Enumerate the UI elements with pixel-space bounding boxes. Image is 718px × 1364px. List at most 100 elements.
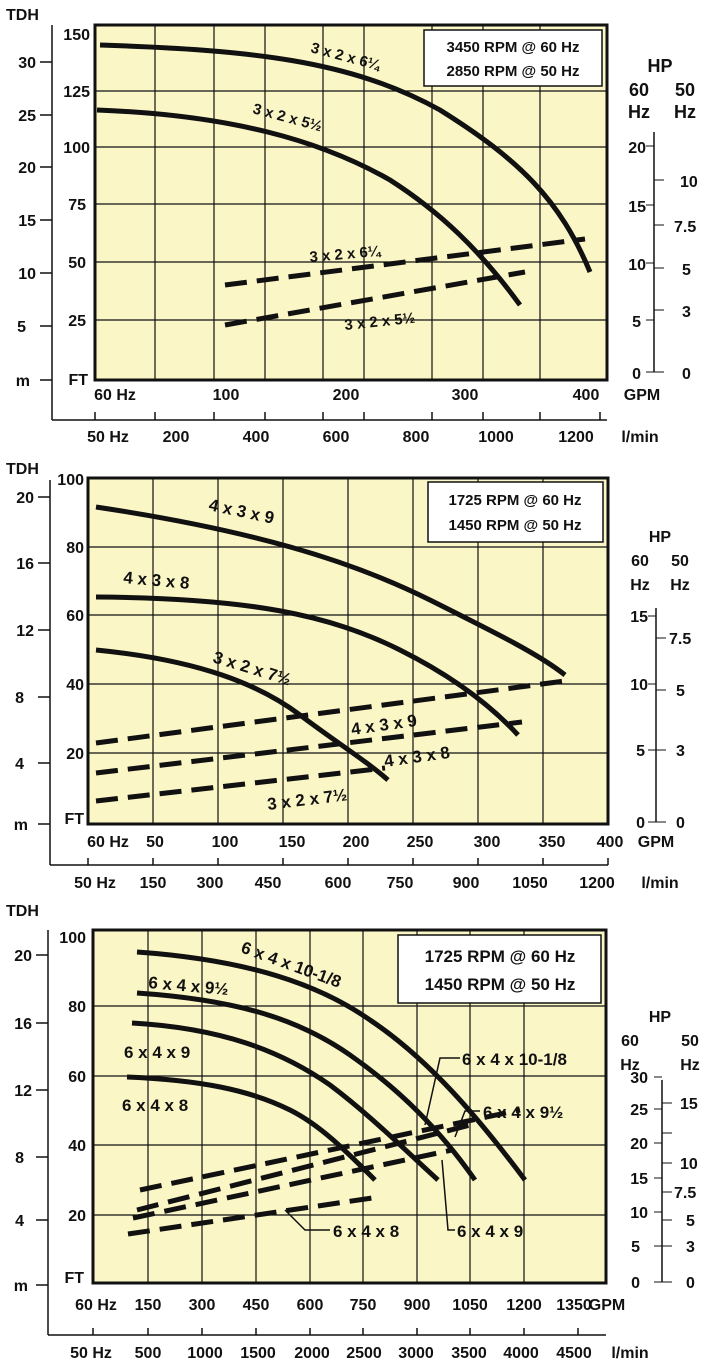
chart-2-lmin-axis: 50 Hz 150 300 450 600 750 900 1050 1200 …	[74, 875, 679, 892]
hp-line-3x2x6-1-4	[224, 236, 586, 288]
svg-text:8: 8	[15, 690, 24, 707]
svg-text:1200: 1200	[579, 875, 615, 892]
svg-text:4: 4	[15, 1213, 24, 1230]
svg-text:Hz: Hz	[620, 1057, 640, 1074]
chart-3-curve-label-4: 6 x 4 x 8	[122, 1096, 188, 1115]
curve-3x2x5-1-2	[96, 107, 523, 307]
svg-text:150: 150	[140, 875, 167, 892]
svg-text:50 Hz: 50 Hz	[70, 1345, 112, 1362]
chart-2-rpm-box	[427, 481, 604, 543]
chart-2-hp50-ticks: 7.5 5 3 0	[656, 631, 691, 832]
svg-text:600: 600	[297, 1297, 324, 1314]
svg-text:8: 8	[15, 1150, 24, 1167]
svg-text:500: 500	[135, 1345, 162, 1362]
chart-3-ft-ticks: 100 80 60 40 20 FT	[59, 930, 86, 1287]
chart-1-rpm-line-2: 2850 RPM @ 50 Hz	[446, 63, 579, 80]
svg-text:3: 3	[686, 1239, 695, 1256]
svg-text:20: 20	[630, 1136, 648, 1153]
svg-text:10: 10	[18, 266, 36, 283]
chart-3-rpm-line-2: 1450 RPM @ 50 Hz	[425, 975, 576, 994]
svg-text:l/min: l/min	[641, 875, 678, 892]
chart-3-rpm-line-1: 1725 RPM @ 60 Hz	[425, 947, 576, 966]
svg-text:m: m	[14, 817, 28, 834]
svg-text:15: 15	[628, 199, 646, 216]
chart-3-gpm-axis: 60 Hz 150 300 450 600 750 900 1050 1200 …	[75, 1297, 625, 1314]
chart-3-lmin-axis: 50 Hz 500 1000 1500 2000 2500 3000 3500 …	[70, 1345, 649, 1362]
svg-text:250: 250	[407, 834, 434, 851]
curve-4x3x8	[95, 594, 520, 737]
chart-3-hp-label-3: 6 x 4 x 8	[333, 1222, 399, 1241]
svg-text:2500: 2500	[346, 1345, 382, 1362]
svg-text:450: 450	[255, 875, 282, 892]
chart-1-rpm-box	[423, 29, 603, 87]
svg-text:Hz: Hz	[674, 102, 696, 122]
svg-text:60 Hz: 60 Hz	[75, 1297, 117, 1314]
chart-2: 1725 RPM @ 60 Hz 1450 RPM @ 50 Hz 4 x 3 …	[6, 461, 691, 892]
svg-text:3: 3	[682, 304, 691, 321]
chart-3: 1725 RPM @ 60 Hz 1450 RPM @ 50 Hz 6 x 4 …	[6, 903, 700, 1362]
svg-text:200: 200	[343, 834, 370, 851]
svg-text:4000: 4000	[503, 1345, 539, 1362]
svg-text:350: 350	[539, 834, 566, 851]
svg-text:FT: FT	[64, 811, 84, 828]
svg-text:125: 125	[63, 84, 90, 101]
svg-text:20: 20	[14, 948, 32, 965]
svg-text:15: 15	[630, 609, 648, 626]
svg-text:1000: 1000	[187, 1345, 223, 1362]
chart-3-hp-label: HP	[649, 1009, 672, 1026]
svg-text:Hz: Hz	[628, 102, 650, 122]
svg-text:20: 20	[628, 140, 646, 157]
chart-1-ft-ticks: 150 125 100 75 50 25 FT	[63, 27, 90, 389]
svg-text:150: 150	[135, 1297, 162, 1314]
svg-text:40: 40	[66, 677, 84, 694]
chart-1-gpm-axis: 60 Hz 100 200 300 400 GPM	[94, 387, 660, 404]
chart-2-ft-ticks: 100 80 60 40 20 FT	[57, 472, 84, 828]
svg-text:Hz: Hz	[680, 1057, 700, 1074]
svg-text:10: 10	[680, 174, 698, 191]
curve-6x4x9	[131, 1020, 440, 1182]
svg-text:10: 10	[630, 1205, 648, 1222]
svg-text:Hz: Hz	[670, 577, 690, 594]
chart-3-hp60-ticks: 30 25 20 15 10 5 0	[630, 1070, 662, 1292]
svg-text:15: 15	[18, 213, 36, 230]
svg-text:5: 5	[686, 1213, 695, 1230]
curve-4x3x9	[95, 504, 567, 677]
svg-text:25: 25	[68, 313, 86, 330]
svg-text:900: 900	[404, 1297, 431, 1314]
svg-text:5: 5	[676, 683, 685, 700]
svg-text:l/min: l/min	[611, 1345, 648, 1362]
svg-text:100: 100	[59, 930, 86, 947]
curve-6x4x9-1-2	[136, 990, 478, 1182]
chart-3-m-ticks: 20 16 12 8 4 m	[14, 948, 48, 1295]
svg-text:3: 3	[676, 743, 685, 760]
svg-text:20: 20	[18, 160, 36, 177]
curve-6x4x8	[126, 1074, 377, 1182]
svg-text:10: 10	[680, 1156, 698, 1173]
svg-text:80: 80	[68, 999, 86, 1016]
svg-text:50: 50	[681, 1033, 699, 1050]
chart-2-hp60-ticks: 15 10 5 0	[630, 609, 656, 832]
hp-line-6x4x8	[127, 1195, 373, 1237]
svg-text:20: 20	[66, 746, 84, 763]
svg-text:0: 0	[686, 1275, 695, 1292]
hp-line-3x2x7-1-2	[95, 765, 386, 804]
svg-text:5: 5	[632, 314, 641, 331]
curve-6x4x10-1-8	[136, 949, 527, 1182]
svg-text:60 Hz: 60 Hz	[87, 834, 129, 851]
hp-line-3x2x5-1-2	[224, 269, 526, 328]
svg-text:150: 150	[279, 834, 306, 851]
chart-2-gpm-axis: 60 Hz 50 100 150 200 250 300 350 400 GPM	[87, 834, 674, 851]
svg-text:Hz: Hz	[630, 577, 650, 594]
svg-text:3500: 3500	[451, 1345, 487, 1362]
chart-3-hp-label-4: 6 x 4 x 9	[457, 1222, 523, 1241]
svg-text:200: 200	[163, 429, 190, 446]
chart-1-hp-label: HP	[647, 56, 672, 76]
svg-text:5: 5	[636, 743, 645, 760]
svg-text:50 Hz: 50 Hz	[74, 875, 116, 892]
svg-text:400: 400	[243, 429, 270, 446]
chart-3-gridlines	[93, 930, 606, 1283]
chart-1-tdh-label: TDH	[6, 7, 39, 24]
svg-text:0: 0	[682, 366, 691, 383]
svg-text:4: 4	[15, 756, 24, 773]
svg-text:300: 300	[189, 1297, 216, 1314]
